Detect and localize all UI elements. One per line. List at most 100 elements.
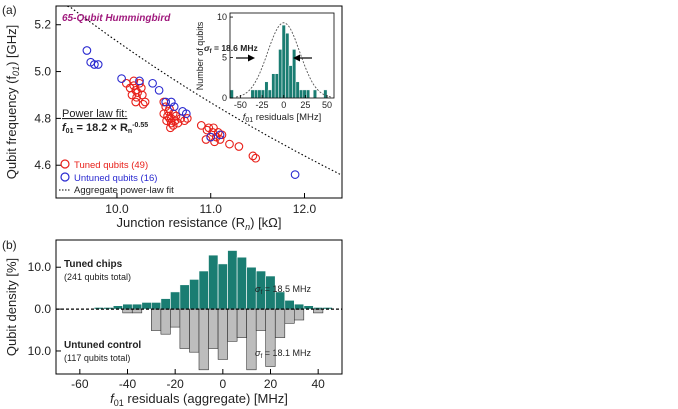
legend-fit-label: Aggregate power-law fit: [74, 185, 174, 196]
untuned-qubit-point: [90, 60, 99, 69]
tuned-qubit-point: [129, 76, 139, 86]
tuned-qubit-point: [127, 90, 137, 100]
inset-histogram-bar: [250, 89, 255, 99]
tuned-histogram-bar: [141, 302, 152, 310]
tuned-histogram-bar: [293, 303, 305, 310]
tuned-histogram-bar: [227, 250, 238, 310]
inset-histogram-bar: [292, 49, 297, 99]
inset-histogram-bar: [288, 65, 293, 99]
x-tick-label: 10.0: [105, 202, 129, 216]
untuned-qubit-point: [169, 102, 179, 112]
untuned-qubit-point: [215, 130, 225, 140]
tuned-histogram-bar: [151, 302, 162, 310]
panel-a-legend: Tuned qubits (49) Untuned qubits (16) Ag…: [59, 159, 174, 196]
panel-a-title: 65-Qubit Hummingbird: [62, 13, 171, 24]
tuned-qubit-point: [209, 123, 218, 133]
tuned-qubit-point: [135, 78, 144, 88]
panel-b-xlabel: f01 residuals (aggregate) [MHz]: [110, 391, 288, 408]
inset-arrow-left-head: [248, 54, 255, 62]
untuned-histogram-bar: [151, 308, 162, 331]
panel-b-ylabel: Qubit density [%]: [4, 258, 19, 356]
panel-b: (b) -60 -40 -20 0 20 40 10.0 0.0 10.0 Tuned chip…: [2, 238, 343, 408]
tuned-qubit-point: [248, 151, 258, 161]
x-tick-label: -20: [166, 377, 184, 391]
legend-tuned-label: Tuned qubits (49): [74, 160, 148, 171]
inset-arrow-right-head: [293, 54, 300, 62]
untuned-qubit-point: [148, 78, 157, 88]
inset-histogram-bar: [299, 89, 304, 99]
untuned-qubit-point: [166, 97, 176, 107]
tuned-histogram-bar: [236, 256, 247, 310]
tuned-qubit-point: [166, 123, 175, 133]
tuned-histogram-bar: [274, 291, 286, 310]
untuned-qubit-point: [82, 46, 92, 55]
y-tick-label: 5.0: [34, 65, 51, 79]
tuned-chips-sigma: σf = 18.5 MHz: [255, 284, 312, 296]
untuned-histogram-bar: [246, 308, 257, 371]
inset-histogram-bar: [323, 89, 328, 99]
inset-plot: -50 -25 0 25 50 0 5 10: [217, 12, 332, 110]
inset-histogram-bar: [274, 73, 279, 99]
tuned-histogram-bar: [160, 298, 171, 310]
panel-a-xlabel: Junction resistance (Rn) [kΩ]: [116, 215, 281, 232]
tuned-histogram-bar: [122, 303, 133, 310]
x-tick-label: -40: [119, 377, 137, 391]
panel-a-plot: 10.0 11.0 12.0 4.6 4.8 5.0 5.2: [34, 5, 343, 216]
inset-x-tick-label: 50: [322, 100, 332, 110]
panel-b-label: (b): [2, 238, 17, 252]
legend-untuned-marker: [60, 172, 70, 182]
inset-histogram-bar: [254, 89, 259, 99]
inset-y-tick-label: 10: [217, 12, 227, 22]
inset-histogram-bar: [278, 49, 283, 99]
inset-x-tick-label: -25: [256, 100, 269, 110]
inset-histogram-bar: [295, 81, 300, 99]
inset-histogram-bar: [312, 89, 317, 99]
untuned-histogram-bar: [293, 308, 305, 321]
x-tick-label: 12.0: [293, 202, 317, 216]
inset-histogram-bar: [306, 89, 311, 99]
tuned-histogram-bar: [179, 284, 190, 310]
untuned-qubit-point: [161, 97, 171, 107]
untuned-histogram-bar: [179, 308, 190, 349]
y-tick-label: 10.0: [28, 344, 52, 358]
x-tick-label: 40: [311, 377, 325, 391]
y-tick-label: 4.8: [34, 111, 51, 125]
untuned-histogram-bar: [160, 308, 171, 335]
untuned-histogram-bar: [255, 308, 267, 331]
untuned-control-subtitle: (117 qubits total): [64, 353, 130, 363]
fit-label-line1: Power law fit:: [62, 108, 127, 120]
inset-x-tick-label: 25: [300, 100, 310, 110]
untuned-histogram-bar: [217, 308, 228, 360]
inset-histogram-bar: [264, 81, 269, 99]
inset-histogram-bar: [285, 32, 290, 99]
untuned-histogram-bar: [227, 308, 238, 342]
tuned-qubit-point: [131, 97, 141, 107]
tuned-qubit-point: [234, 142, 244, 151]
tuned-qubit-point: [182, 114, 192, 123]
untuned-qubit-point: [181, 109, 191, 119]
tuned-histogram-bar: [198, 270, 209, 310]
tuned-chips-subtitle: (241 qubits total): [64, 272, 131, 282]
inset-y-tick-label: 0: [222, 93, 227, 103]
untuned-qubit-point: [135, 76, 144, 86]
x-tick-label: -60: [71, 377, 89, 391]
tuned-qubit-point: [251, 153, 261, 163]
panel-a-ylabel: Qubit frequency (f01) [GHz]: [4, 25, 21, 180]
inset-histogram-bar: [257, 89, 262, 99]
panel-b-frame: [55, 239, 343, 375]
x-tick-label: 0: [219, 377, 226, 391]
fit-label-line2: f01 = 18.2 × Rn-0.55: [62, 122, 148, 135]
tuned-qubit-point: [140, 97, 150, 107]
untuned-histogram-bar: [189, 308, 200, 353]
untuned-histogram-bar: [284, 308, 295, 324]
panel-a-label: (a): [2, 3, 17, 17]
inset: -50 -25 0 25 50 0 5 10 Number of qubits f01 res…: [195, 12, 335, 124]
inset-xlabel: f01 residuals [MHz]: [243, 112, 322, 124]
untuned-histogram-bar: [236, 308, 247, 338]
inset-ylabel: Number of qubits: [195, 21, 205, 90]
panel-a: (a) 10.0 11.0 12.0 4.6 4.8 5.0 5.2 65-Qubit Hu…: [2, 3, 343, 232]
tuned-qubit-point: [138, 99, 148, 109]
inset-y-tick-label: 5: [222, 53, 227, 63]
inset-histogram-bar: [229, 89, 234, 99]
